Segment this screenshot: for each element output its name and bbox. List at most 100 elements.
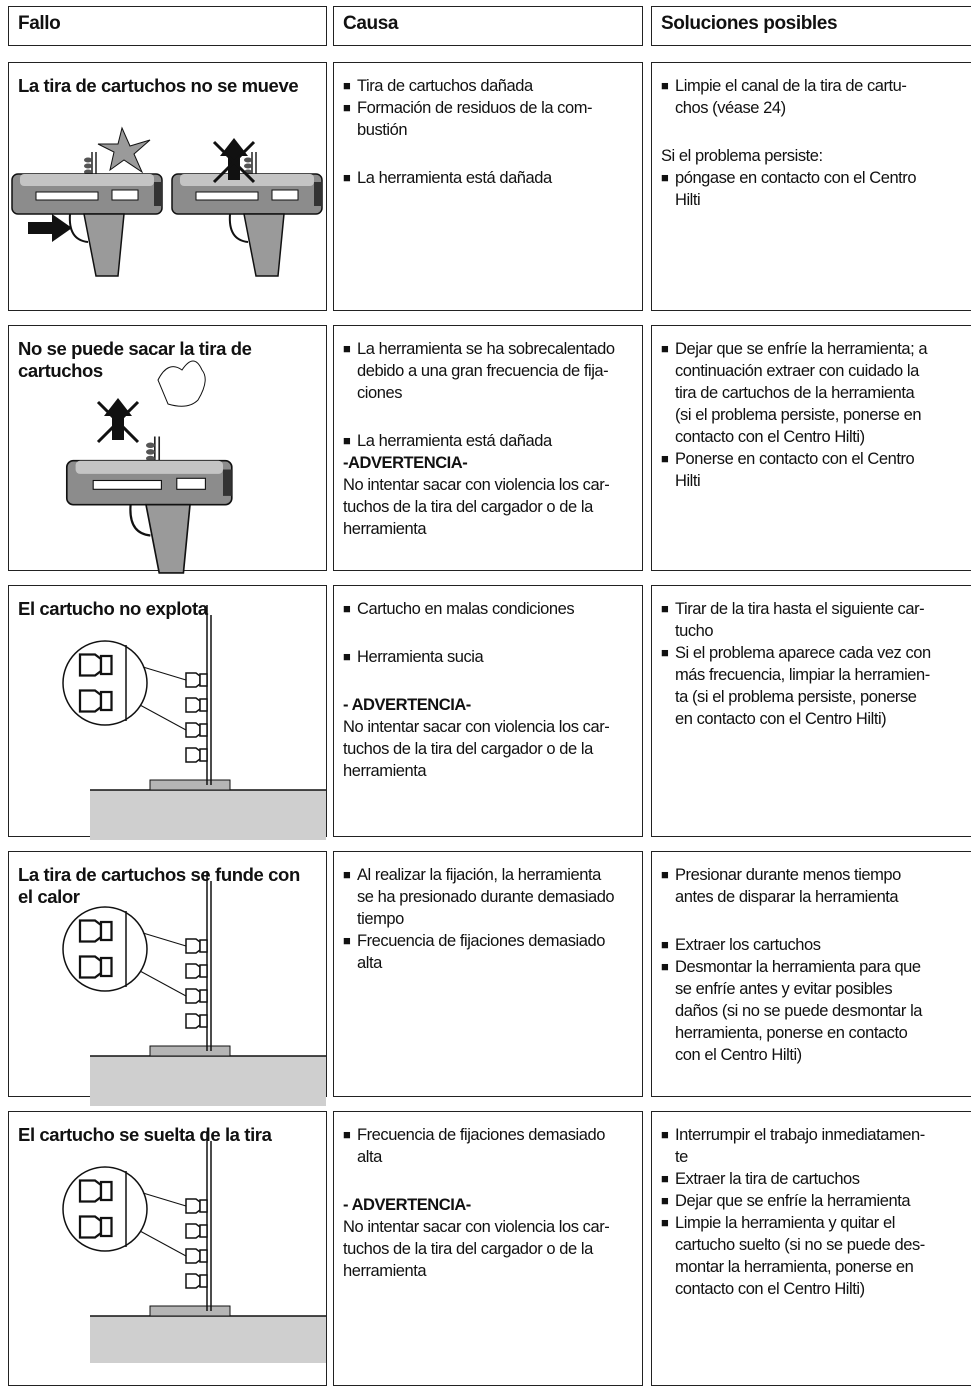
text-line: tuchos de la tira del cargador o de la [343,740,593,758]
text-line: No intentar sacar con violencia los car- [343,718,610,736]
text-block: ■ La herramienta está dañada [343,167,634,189]
list-item: ■ Formación de residuos de la com-bustión [343,97,634,141]
bullet: ■ [661,645,669,660]
text-line: alta [357,954,382,972]
text-line: tuchos de la tira del cargador o de la [343,498,593,516]
cause-cell: ■ Tira de cartuchos dañada ■ Formación de r… [333,62,643,311]
bullet: ■ [661,170,669,185]
text-block: ■ Cartucho en malas condiciones [343,598,634,620]
text-line: tira de cartuchos de la herramienta [675,384,915,402]
list-item: ■ Tirar de la tira hasta el siguiente car… [661,598,971,642]
bullet: ■ [661,341,669,356]
text-block: ■ Extraer los cartuchos ■ Desmontar la herr… [661,934,971,1066]
cause-cell: ■ Al realizar la fijación, la herramienta… [333,851,643,1097]
text-line: La herramienta se ha sobrecalentado [357,340,615,358]
text-block: ■ Limpie el canal de la tira de cartu-cho… [661,75,971,119]
text-line: Hilti [675,472,701,490]
text-line: debido a una gran frecuencia de fija- [357,362,609,380]
text-line: daños (si no se puede desmontar la [675,1002,923,1020]
bullet: ■ [661,1193,669,1208]
list-item: ■ La herramienta está dañada [343,430,634,452]
header-cell: Causa [333,6,643,46]
text-line: Al realizar la fijación, la herramienta [357,866,601,884]
text-line: Si el problema persiste: [661,147,823,165]
text-line: montar la herramienta, ponerse en [675,1258,914,1276]
list-item: ■ La herramienta está dañada [343,167,634,189]
fault-title: No se puede sacar la tira de [18,338,252,359]
list-item: ■ Interrumpir el trabajo inmediatamen-te [661,1124,971,1168]
bullet: ■ [661,959,669,974]
text-line: La herramienta está dañada [357,432,552,450]
bullet: ■ [343,170,351,185]
bullet: ■ [343,341,351,356]
bullet: ■ [343,1127,351,1142]
text-line: bustión [357,121,408,139]
text-line: Extraer la tira de cartuchos [675,1170,860,1188]
text-line: Desmontar la herramienta para que [675,958,921,976]
text-line: se ha presionado durante demasiado [357,888,615,906]
text-line: Frecuencia de fijaciones demasiado [357,932,605,950]
warning-heading: -ADVERTENCIA- [343,454,468,472]
bullet: ■ [343,649,351,664]
text-block: ■ La herramienta se ha sobrecalentado debi… [343,338,634,404]
text-block: ■ La herramienta está dañada -ADVERTENCIA-… [343,430,634,540]
bullet: ■ [343,78,351,93]
bullet: ■ [661,867,669,882]
solution-cell: ■ Presionar durante menos tiempo antes de … [651,851,971,1097]
text-line: Extraer los cartuchos [675,936,821,954]
text-line: cartucho suelto (si no se puede des- [675,1236,925,1254]
list-item: No intentar sacar con violencia los car-… [343,1216,634,1282]
fault-title: El cartucho se suelta de la tira [18,1124,272,1145]
text-line: antes de disparar la herramienta [675,888,899,906]
header-cell: Fallo [8,6,327,46]
text-line: alta [357,1148,382,1166]
bullet: ■ [661,1171,669,1186]
text-line: con el Centro Hilti) [675,1046,802,1064]
list-item: ■ Presionar durante menos tiempo antes de … [661,864,971,908]
text-block: ■ Interrumpir el trabajo inmediatamen-te ■… [661,1124,971,1300]
text-line: No intentar sacar con violencia los car- [343,1218,610,1236]
list-item: ■ Limpie la herramienta y quitar el cartuc… [661,1212,971,1300]
text-block: ■ Tirar de la tira hasta el siguiente car… [661,598,971,730]
list-item: No intentar sacar con violencia los car-… [343,474,634,540]
text-line: póngase en contacto con el Centro [675,169,917,187]
list-item: ■ Ponerse en contacto con el Centro Hilti [661,448,971,492]
bullet: ■ [661,601,669,616]
cause-cell: ■ Cartucho en malas condiciones ■ Herramien… [333,585,643,837]
text-block: - ADVERTENCIA- No intentar sacar con viol… [343,694,634,782]
list-item: ■ Frecuencia de fijaciones demasiado alta [343,930,634,974]
fault-cell: La tira de cartuchos se funde con el calo… [8,851,327,1097]
list-item: ■ Limpie el canal de la tira de cartu-cho… [661,75,971,119]
solution-cell: ■ Interrumpir el trabajo inmediatamen-te ■… [651,1111,971,1386]
list-item: ■ La herramienta se ha sobrecalentado debi… [343,338,634,404]
fault-title: La tira de cartuchos no se mueve [18,75,299,96]
text-line: herramienta [343,762,427,780]
header-cell: Soluciones posibles [651,6,971,46]
fault-title: cartuchos [18,360,103,381]
cause-cell: ■ La herramienta se ha sobrecalentado debi… [333,325,643,571]
text-line: herramienta, ponerse en contacto [675,1024,908,1042]
text-line: Limpie el canal de la tira de cartu- [675,77,907,95]
list-item: ■ póngase en contacto con el Centro Hilti [661,167,971,211]
fault-cell: La tira de cartuchos no se mueve [8,62,327,311]
text-line: Interrumpir el trabajo inmediatamen- [675,1126,925,1144]
text-line: Cartucho en malas condiciones [357,600,575,618]
fault-title: El cartucho no explota [18,598,208,619]
text-line: más frecuencia, limpiar la herramien- [675,666,930,684]
bullet: ■ [343,933,351,948]
text-block: ■ Tira de cartuchos dañada ■ Formación de r… [343,75,634,141]
text-line: Limpie la herramienta y quitar el [675,1214,895,1232]
solution-cell: ■ Limpie el canal de la tira de cartu-cho… [651,62,971,311]
text-block: - ADVERTENCIA- No intentar sacar con viol… [343,1194,634,1282]
fault-title: el calor [18,886,80,907]
text-block: Si el problema persiste: ■ póngase en cont… [661,145,971,211]
text-line: herramienta [343,520,427,538]
list-item: No intentar sacar con violencia los car-… [343,716,634,782]
bullet: ■ [661,451,669,466]
bullet: ■ [661,1127,669,1142]
text-line: herramienta [343,1262,427,1280]
text-line: Tirar de la tira hasta el siguiente car- [675,600,925,618]
text-line: Dejar que se enfríe la herramienta [675,1192,911,1210]
text-line: chos (véase 24) [675,99,786,117]
